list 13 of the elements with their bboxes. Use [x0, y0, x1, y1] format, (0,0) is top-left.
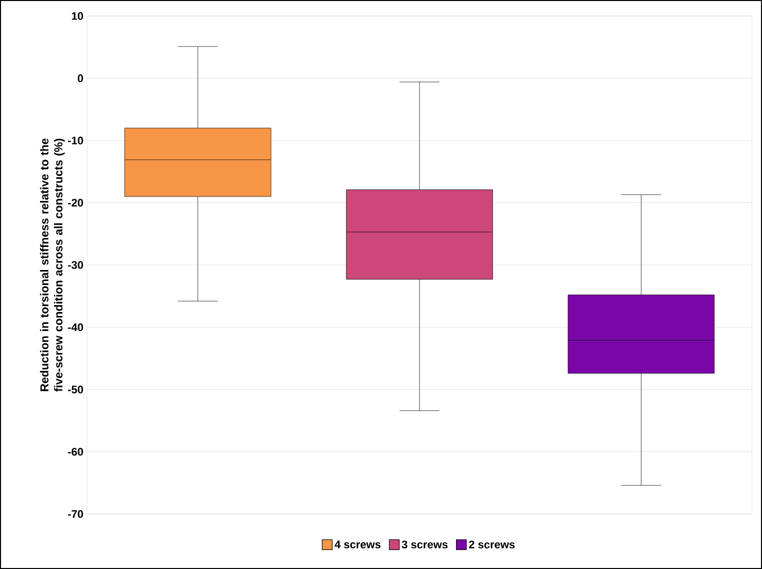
y-tick-label: -30	[68, 261, 84, 269]
y-tick-label: -40	[68, 323, 84, 332]
y-tick-label: -20	[68, 198, 84, 207]
y-axis-title: Reduction in torsional stiffness relative to the five-screw condition across all constructs (%)	[40, 138, 65, 392]
y-tick-label: -70	[68, 510, 84, 518]
y-tick-label: -10	[68, 136, 84, 144]
y-tick-label: -50	[68, 386, 84, 394]
y-tick-label: 10	[72, 12, 84, 20]
legend-label: 4 screws	[334, 540, 381, 548]
legend-label: 2 screws	[469, 540, 515, 548]
y-tick-label: 0	[78, 74, 84, 82]
y-tick-label: -60	[68, 448, 84, 456]
legend-label: 3 screws	[402, 540, 448, 548]
